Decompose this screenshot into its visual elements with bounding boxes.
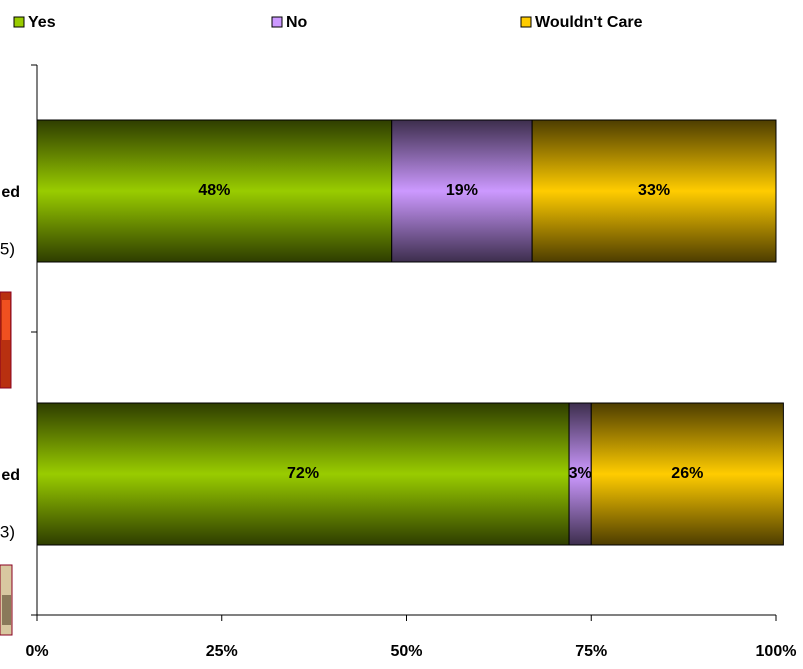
legend-label: Wouldn't Care [535,14,643,31]
bar-segment [36,119,393,263]
legend-swatch [520,16,532,28]
value-label: 33% [638,182,670,199]
x-tick-label: 100% [756,643,797,660]
category-label: ed [1,184,20,201]
legend-label: Yes [28,14,56,31]
value-label: 72% [287,465,319,482]
value-label: 48% [198,182,230,199]
bar-segment [531,119,777,263]
thumbnail-detail [2,300,10,340]
thumbnail-detail [2,595,11,625]
bar-segment [36,402,570,546]
x-tick-label: 0% [25,643,48,660]
bar-segment [391,119,533,263]
category-label: ed [1,467,20,484]
value-label: 26% [671,465,703,482]
legend-swatch [271,16,283,28]
legend-swatch [13,16,25,28]
x-tick-label: 50% [390,643,422,660]
x-tick-label: 25% [206,643,238,660]
bar-segment [590,402,784,546]
value-label: 3% [569,465,592,482]
category-label: 3) [0,522,15,541]
category-label: 5) [0,239,15,258]
value-label: 19% [446,182,478,199]
legend-label: No [286,14,308,31]
x-tick-label: 75% [575,643,607,660]
